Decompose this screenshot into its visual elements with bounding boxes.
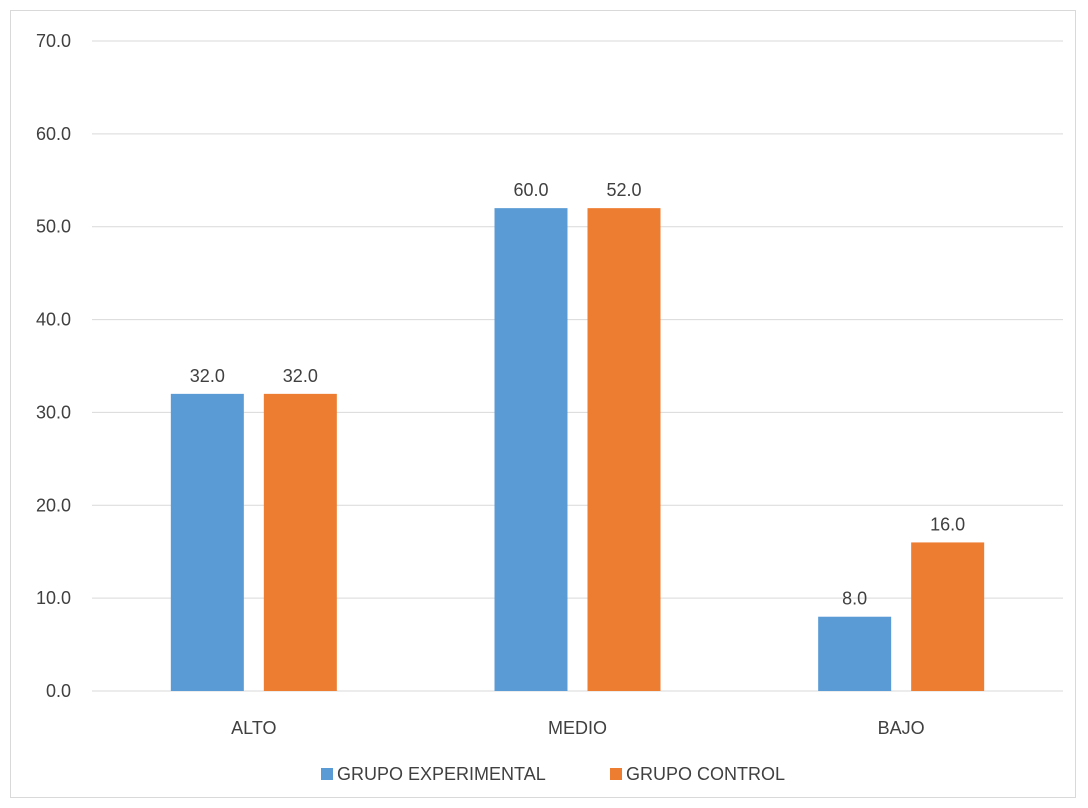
data-label-medio-series-1: 52.0 (606, 180, 641, 200)
data-label-bajo-series-1: 16.0 (930, 514, 965, 534)
data-label-bajo-series-0: 8.0 (842, 589, 867, 609)
bar-alto-series-0 (170, 393, 244, 691)
legend-label-0: GRUPO EXPERIMENTAL (337, 764, 546, 784)
legend-label-1: GRUPO CONTROL (626, 764, 785, 784)
data-label-alto-series-1: 32.0 (283, 366, 318, 386)
y-tick-label-7: 70.0 (36, 31, 71, 51)
bar-medio-series-1 (587, 208, 661, 691)
category-label-alto: ALTO (231, 718, 276, 738)
y-tick-label-0: 0.0 (46, 681, 71, 701)
y-tick-label-2: 20.0 (36, 495, 71, 515)
y-tick-label-3: 30.0 (36, 402, 71, 422)
category-label-bajo: BAJO (878, 718, 925, 738)
bar-bajo-series-0 (818, 616, 892, 691)
bar-bajo-series-1 (911, 542, 985, 691)
category-label-medio: MEDIO (548, 718, 607, 738)
legend-swatch-1 (610, 768, 622, 780)
y-tick-label-6: 60.0 (36, 124, 71, 144)
data-label-alto-series-0: 32.0 (190, 366, 225, 386)
y-tick-label-1: 10.0 (36, 588, 71, 608)
legend-swatch-0 (321, 768, 333, 780)
data-label-medio-series-0: 60.0 (513, 180, 548, 200)
bar-alto-series-1 (263, 393, 337, 691)
bar-medio-series-0 (494, 208, 568, 691)
y-tick-label-5: 50.0 (36, 217, 71, 237)
y-tick-label-4: 40.0 (36, 310, 71, 330)
